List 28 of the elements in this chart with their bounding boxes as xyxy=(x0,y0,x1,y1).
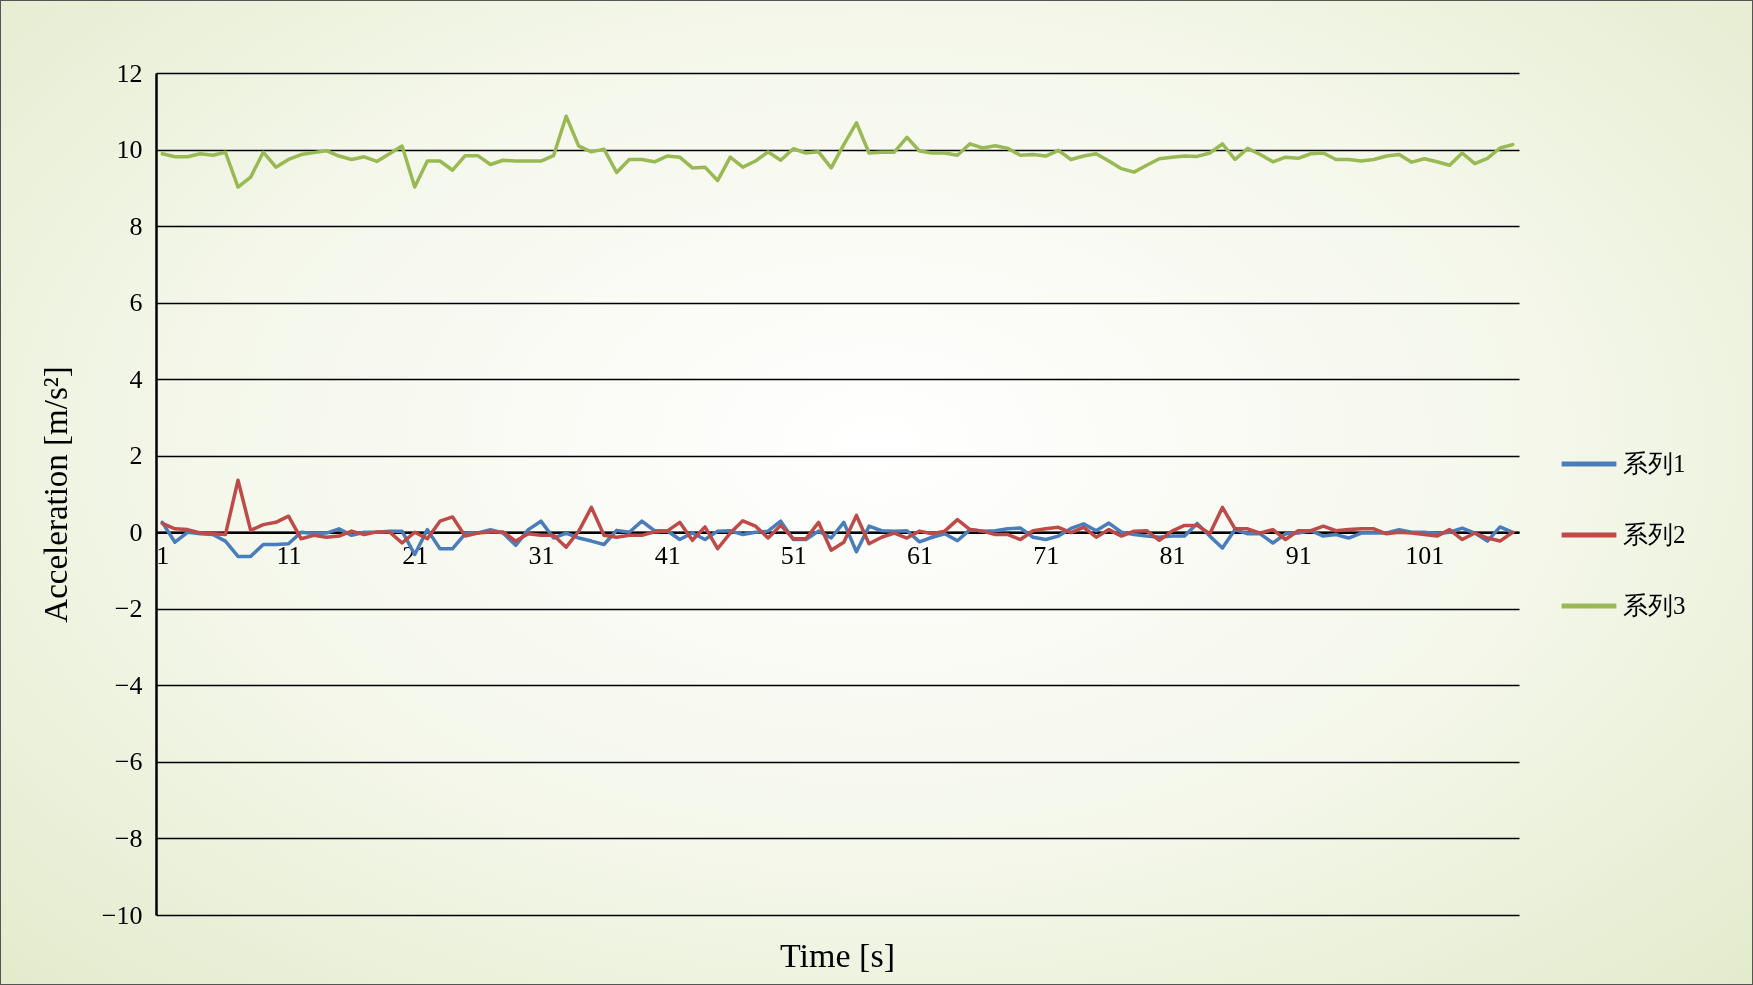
x-tick-label: 61 xyxy=(907,540,934,570)
y-tick-label: 0 xyxy=(129,517,143,547)
legend-label: 系列2 xyxy=(1623,521,1686,548)
y-tick-label: 4 xyxy=(129,364,143,394)
legend-label: 系列1 xyxy=(1623,450,1686,477)
x-tick-label: 91 xyxy=(1285,540,1312,570)
x-tick-label: 41 xyxy=(654,540,681,570)
x-tick-label: 31 xyxy=(528,540,555,570)
x-tick-label: 51 xyxy=(780,540,807,570)
y-tick-label: −10 xyxy=(101,900,143,930)
legend-label: 系列3 xyxy=(1623,592,1686,619)
y-tick-label: −2 xyxy=(114,594,143,624)
x-tick-label: 11 xyxy=(276,540,302,570)
y-tick-label: 6 xyxy=(129,288,143,318)
x-tick-label: 1 xyxy=(156,540,170,570)
x-axis-title: Time [s] xyxy=(780,937,895,974)
y-tick-label: 8 xyxy=(129,211,143,241)
x-tick-label: 81 xyxy=(1159,540,1186,570)
y-tick-label: 2 xyxy=(129,441,143,471)
x-tick-label: 101 xyxy=(1405,540,1445,570)
y-tick-label: −8 xyxy=(114,823,143,853)
x-tick-label: 71 xyxy=(1033,540,1060,570)
y-tick-label: 12 xyxy=(116,58,143,88)
line-series xyxy=(160,114,1515,189)
y-axis-title: Acceleration [m/s²] xyxy=(37,366,74,623)
y-tick-label: −4 xyxy=(114,670,143,700)
y-tick-label: −6 xyxy=(114,747,143,777)
y-tick-label: 10 xyxy=(116,135,143,165)
